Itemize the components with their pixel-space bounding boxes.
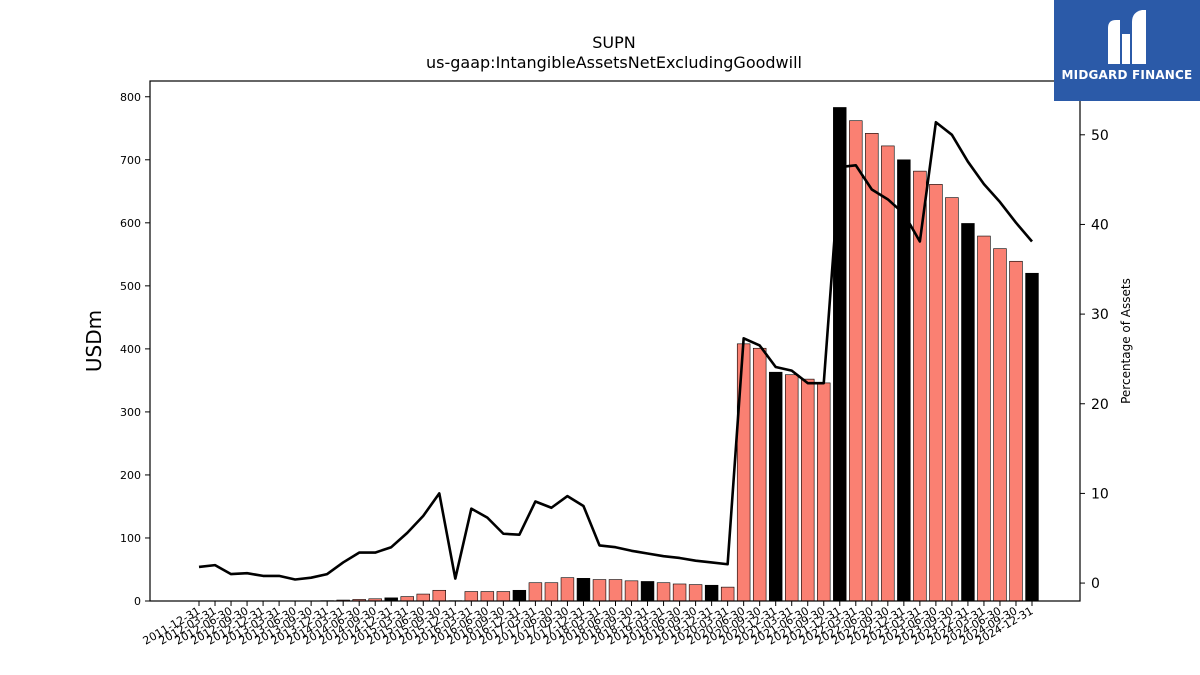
y-axis-label-right: Percentage of Assets <box>1119 278 1133 404</box>
bar-2024-03-31 <box>977 235 991 602</box>
bar-2017-12-31 <box>576 578 591 602</box>
x-axis: 2011-12-312012-03-312012-06-302012-09-30… <box>141 601 1036 648</box>
y-tick-label-700: 700 <box>120 154 141 167</box>
y-tick-label-600: 600 <box>120 217 141 230</box>
bar-2023-09-30 <box>945 197 959 602</box>
bar-2017-03-31 <box>528 582 543 602</box>
bar-2016-09-30 <box>496 591 511 602</box>
logo-text: MIDGARD FINANCE <box>1061 68 1193 82</box>
y-tick-label-0: 0 <box>134 595 141 608</box>
y2-tick-label-40: 40 <box>1091 217 1109 233</box>
y-tick-label-500: 500 <box>120 280 141 293</box>
chart-subtitle: us-gaap:IntangibleAssetsNetExcludingGood… <box>426 53 802 72</box>
bar-2015-03-31 <box>400 596 414 602</box>
bar-2020-09-30 <box>752 347 767 602</box>
bar-2016-12-31 <box>512 589 527 602</box>
bar-2021-03-31 <box>784 374 799 602</box>
bar-2022-09-30 <box>881 145 895 602</box>
y2-tick-label-30: 30 <box>1091 307 1109 323</box>
y2-tick-label-50: 50 <box>1091 128 1109 144</box>
bar-2017-06-30 <box>544 582 559 602</box>
bar-2019-09-30 <box>688 584 703 602</box>
bar-2024-06-30 <box>993 248 1007 602</box>
y-tick-label-200: 200 <box>120 469 141 482</box>
bar-2019-06-30 <box>672 583 687 602</box>
bar-2015-09-30 <box>432 589 447 602</box>
y2-tick-label-20: 20 <box>1091 397 1109 413</box>
bar-2021-06-30 <box>801 378 815 602</box>
bar-2019-03-31 <box>656 582 671 602</box>
bar-2023-12-31 <box>961 223 975 602</box>
bar-2022-12-31 <box>897 159 911 602</box>
bar-2021-09-30 <box>817 382 831 602</box>
bar-2016-06-30 <box>480 591 495 602</box>
bar-2018-03-31 <box>592 579 607 602</box>
percentage-line-group <box>198 120 1033 581</box>
y-tick-label-800: 800 <box>120 91 141 104</box>
y-axis-right: 0 10 20 30 40 50 <box>1080 128 1109 592</box>
bar-2019-12-31 <box>704 584 719 602</box>
y-axis-label-left: USDm <box>82 310 106 372</box>
y-tick-label-300: 300 <box>120 406 141 419</box>
bar-2018-09-30 <box>624 580 639 602</box>
bar-2023-06-30 <box>929 184 943 602</box>
midgard-finance-logo: MIDGARD FINANCE <box>1054 0 1200 101</box>
chart-title: SUPN <box>592 33 635 52</box>
midgard-m-icon <box>1108 10 1146 64</box>
bar-2020-06-30 <box>736 343 751 602</box>
bar-2022-03-31 <box>849 120 863 602</box>
bar-2020-03-31 <box>720 586 735 602</box>
bar-2022-06-30 <box>865 133 879 602</box>
y-axis-left: 0 100 200 300 400 500 600 700 800 <box>120 91 150 608</box>
bar-2020-12-31 <box>768 371 783 602</box>
y-tick-label-100: 100 <box>120 532 141 545</box>
bar-group <box>192 107 1039 602</box>
bar-2017-09-30 <box>560 577 575 602</box>
bar-2015-06-30 <box>416 593 430 602</box>
bar-2016-03-31 <box>464 591 479 602</box>
bar-2018-12-31 <box>640 581 655 602</box>
y2-tick-label-0: 0 <box>1091 576 1100 592</box>
percentage-of-assets-line <box>198 120 1033 581</box>
bar-2024-09-30 <box>1009 260 1023 602</box>
y-tick-label-400: 400 <box>120 343 141 356</box>
bar-2018-06-30 <box>608 579 623 602</box>
bar-2024-12-31 <box>1025 272 1039 602</box>
y2-tick-label-10: 10 <box>1091 486 1109 502</box>
